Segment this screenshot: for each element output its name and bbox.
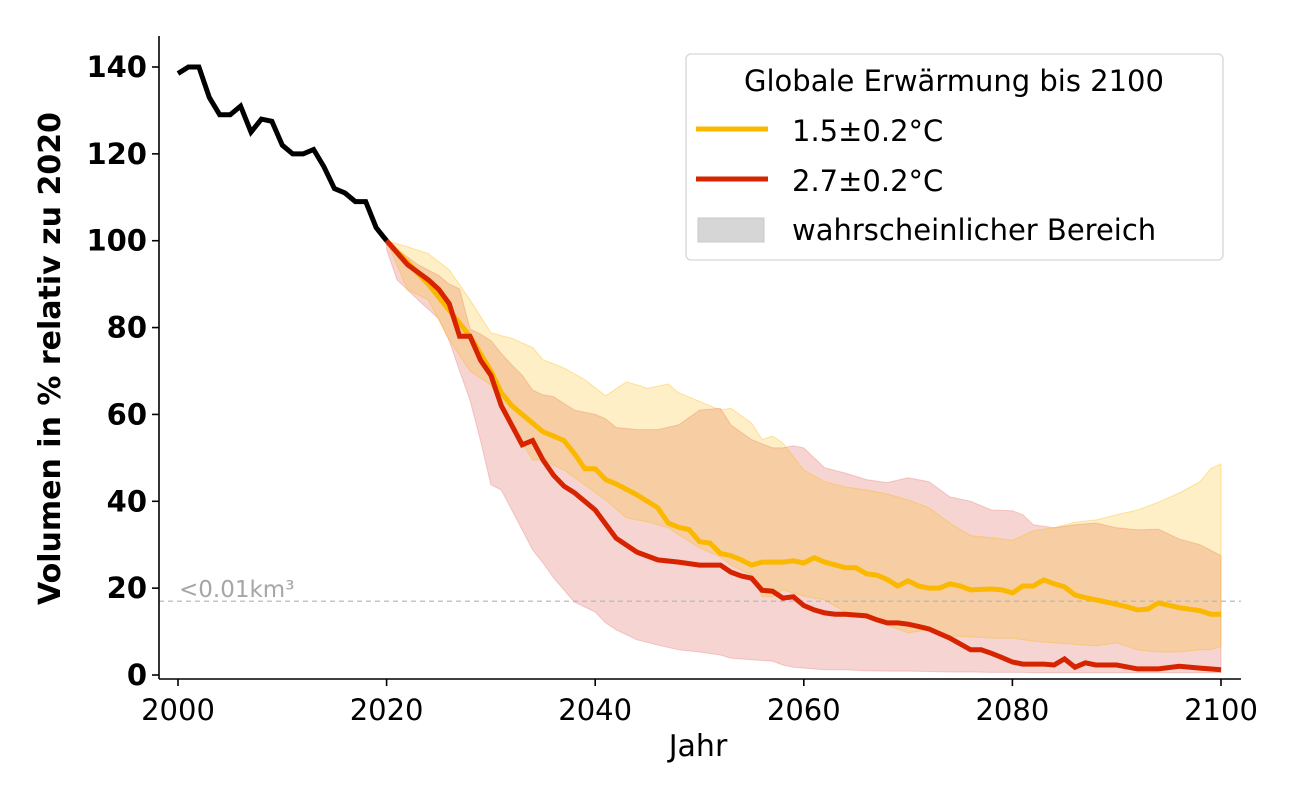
- x-tick-label: 2040: [558, 693, 632, 727]
- y-tick-label: 20: [107, 571, 147, 605]
- y-tick-label: 40: [107, 484, 147, 518]
- y-tick-label: 0: [127, 658, 147, 692]
- line-historical: [176, 64, 389, 243]
- x-tick-label: 2100: [1184, 693, 1258, 727]
- y-tick-label: 100: [86, 224, 147, 258]
- x-ticks: 2000 2020 2040 2060 2080 2100: [141, 679, 1258, 727]
- y-axis-label: Volumen in % relativ zu 2020: [33, 112, 68, 605]
- y-tick-label: 140: [86, 50, 147, 84]
- line-s15: [384, 238, 1221, 617]
- legend-swatch-range: [697, 217, 765, 243]
- x-tick-label: 2080: [975, 693, 1049, 727]
- y-tick-label: 120: [86, 137, 147, 171]
- band-s27: [386, 239, 1222, 674]
- x-tick-label: 2020: [350, 693, 424, 727]
- band-s15: [385, 239, 1222, 653]
- x-tick-label: 2060: [767, 693, 841, 727]
- legend-title: Globale Erwärmung bis 2100: [744, 64, 1164, 98]
- legend: Globale Erwärmung bis 2100 1.5±0.2°C 2.7…: [685, 53, 1224, 261]
- x-tick-label: 2000: [141, 693, 215, 727]
- series-lines: [176, 64, 1222, 673]
- y-tick-label: 60: [107, 397, 147, 431]
- legend-frame: [685, 53, 1224, 261]
- x-axis-label: Jahr: [667, 729, 728, 764]
- legend-label-1-5: 1.5±0.2°C: [792, 114, 943, 148]
- threshold-annotation: <0.01km³: [179, 577, 294, 603]
- y-ticks: 0 20 40 60 80 100 120 140: [86, 50, 159, 692]
- uncertainty-bands: [385, 239, 1222, 674]
- line-s27: [384, 239, 1222, 673]
- legend-label-2-7: 2.7±0.2°C: [792, 164, 943, 198]
- y-tick-label: 80: [107, 311, 147, 345]
- legend-label-range: wahrscheinlicher Bereich: [792, 213, 1156, 247]
